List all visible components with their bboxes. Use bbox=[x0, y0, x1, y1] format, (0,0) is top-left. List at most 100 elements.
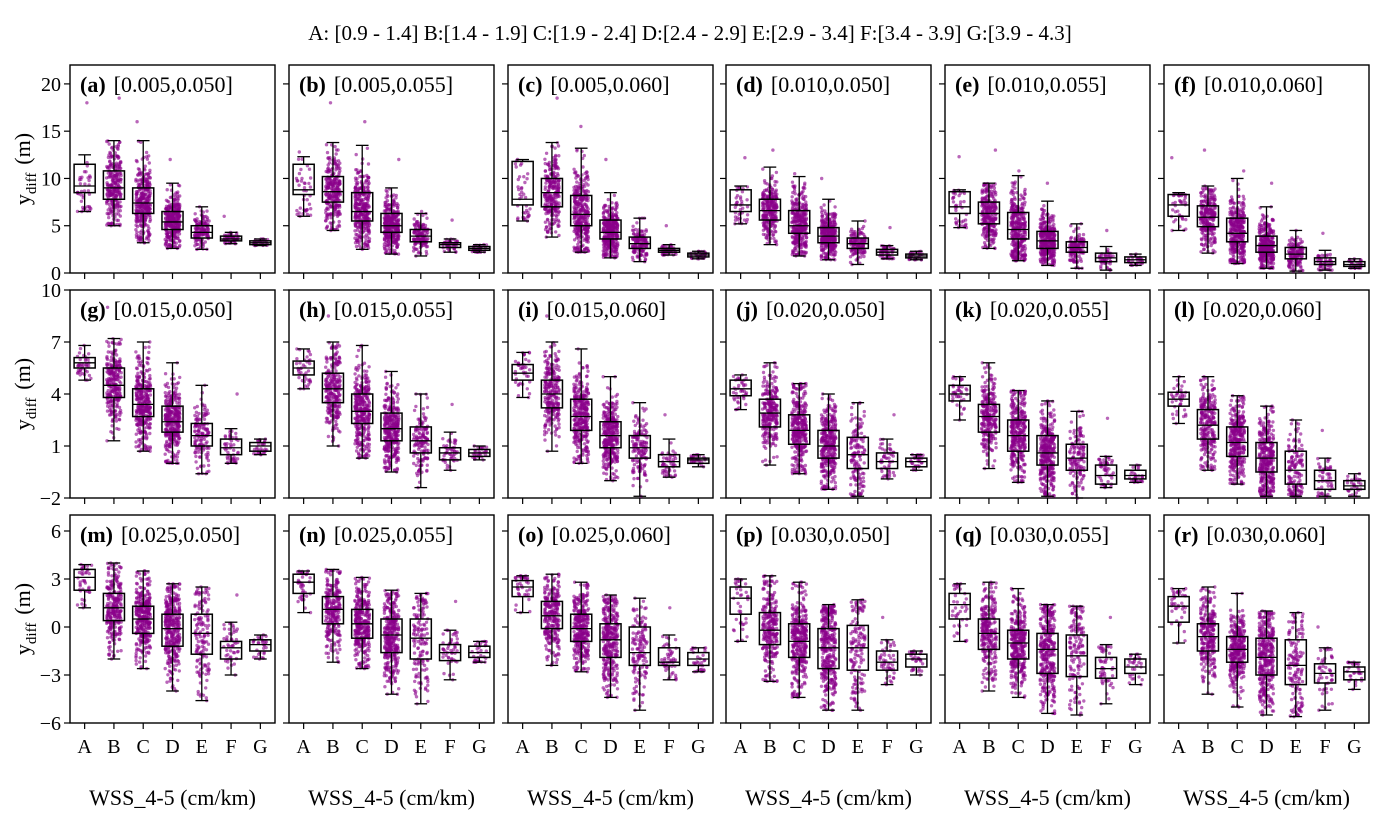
box-iqr bbox=[74, 164, 95, 192]
data-point bbox=[329, 101, 332, 104]
data-point bbox=[146, 195, 149, 198]
data-point bbox=[116, 201, 119, 204]
data-point bbox=[307, 182, 310, 185]
data-point bbox=[169, 158, 172, 161]
data-point bbox=[149, 218, 152, 221]
y-tick-label: 5 bbox=[51, 216, 61, 238]
data-point bbox=[165, 232, 168, 235]
data-point bbox=[119, 214, 122, 217]
data-point bbox=[139, 237, 142, 240]
data-point bbox=[145, 183, 148, 186]
data-point bbox=[142, 195, 145, 198]
data-point bbox=[107, 216, 110, 219]
data-point bbox=[308, 203, 311, 206]
data-point bbox=[201, 233, 204, 236]
data-point bbox=[172, 218, 175, 221]
data-point bbox=[147, 154, 150, 157]
data-point bbox=[145, 151, 148, 154]
data-point bbox=[144, 188, 147, 191]
data-point bbox=[166, 200, 169, 203]
data-point bbox=[195, 239, 198, 242]
legend-title: A: [0.9 - 1.4] B:[1.4 - 1.9] C:[1.9 - 2.… bbox=[308, 21, 1071, 45]
data-point bbox=[114, 145, 117, 148]
data-point bbox=[205, 209, 208, 212]
data-point bbox=[300, 179, 303, 182]
data-point bbox=[165, 223, 168, 226]
data-point bbox=[173, 212, 176, 215]
data-point bbox=[84, 170, 87, 173]
data-point bbox=[308, 168, 311, 171]
data-point bbox=[176, 201, 179, 204]
data-point bbox=[299, 206, 302, 209]
data-point bbox=[134, 224, 137, 227]
data-point bbox=[193, 244, 196, 247]
data-point bbox=[134, 228, 137, 231]
data-point bbox=[145, 180, 148, 183]
data-point bbox=[119, 172, 122, 175]
data-point bbox=[110, 183, 113, 186]
data-point bbox=[306, 213, 309, 216]
data-point bbox=[108, 174, 111, 177]
data-point bbox=[87, 179, 90, 182]
data-point bbox=[195, 227, 198, 230]
data-point bbox=[223, 215, 226, 218]
panel-range: [0.005,0.050] bbox=[114, 72, 233, 97]
data-point bbox=[114, 190, 117, 193]
data-point bbox=[306, 198, 309, 201]
data-point bbox=[135, 190, 138, 193]
data-point bbox=[145, 172, 148, 175]
data-point bbox=[107, 171, 110, 174]
data-point bbox=[174, 207, 177, 210]
data-point bbox=[178, 214, 181, 217]
data-point bbox=[178, 240, 181, 243]
data-point bbox=[169, 214, 172, 217]
data-point bbox=[297, 158, 300, 161]
data-point bbox=[80, 200, 83, 203]
data-point bbox=[309, 176, 312, 179]
data-point bbox=[119, 196, 122, 199]
data-point bbox=[106, 183, 109, 186]
data-point bbox=[105, 176, 108, 179]
panel-b: (b) [0.005,0.055] bbox=[283, 65, 494, 279]
data-point bbox=[298, 150, 301, 153]
data-point bbox=[85, 101, 88, 104]
data-point bbox=[80, 176, 83, 179]
data-point bbox=[111, 175, 114, 178]
data-point bbox=[117, 157, 120, 160]
data-point bbox=[148, 161, 151, 164]
data-point bbox=[169, 196, 172, 199]
data-point bbox=[205, 218, 208, 221]
panels-layer: 05101520 (a) [0.005,0.050] (b) [0.005,0.055]… bbox=[10, 65, 1369, 810]
data-point bbox=[117, 219, 120, 222]
data-point bbox=[298, 172, 301, 175]
data-point bbox=[138, 208, 141, 211]
data-point bbox=[173, 235, 176, 238]
figure: A: [0.9 - 1.4] B:[1.4 - 1.9] C:[1.9 - 2.… bbox=[0, 0, 1380, 828]
strip-points bbox=[76, 96, 269, 251]
panel-label: (a) [0.005,0.050] bbox=[80, 72, 233, 97]
data-point bbox=[111, 178, 114, 181]
data-point bbox=[135, 205, 138, 208]
data-point bbox=[165, 239, 168, 242]
data-point bbox=[88, 206, 91, 209]
data-point bbox=[309, 207, 312, 210]
y-tick-label: 20 bbox=[41, 74, 61, 96]
data-point bbox=[79, 182, 82, 185]
data-point bbox=[174, 191, 177, 194]
y-tick-label: 15 bbox=[41, 121, 61, 143]
data-point bbox=[116, 173, 119, 176]
data-point bbox=[297, 184, 300, 187]
data-point bbox=[135, 236, 138, 239]
data-point bbox=[108, 166, 111, 169]
data-point bbox=[194, 212, 197, 215]
data-point bbox=[306, 208, 309, 211]
data-point bbox=[118, 165, 121, 168]
data-point bbox=[149, 192, 152, 195]
data-point bbox=[115, 184, 118, 187]
data-point bbox=[116, 209, 119, 212]
data-point bbox=[325, 143, 328, 146]
data-point bbox=[326, 151, 329, 154]
data-point bbox=[135, 159, 138, 162]
data-point bbox=[106, 212, 109, 215]
